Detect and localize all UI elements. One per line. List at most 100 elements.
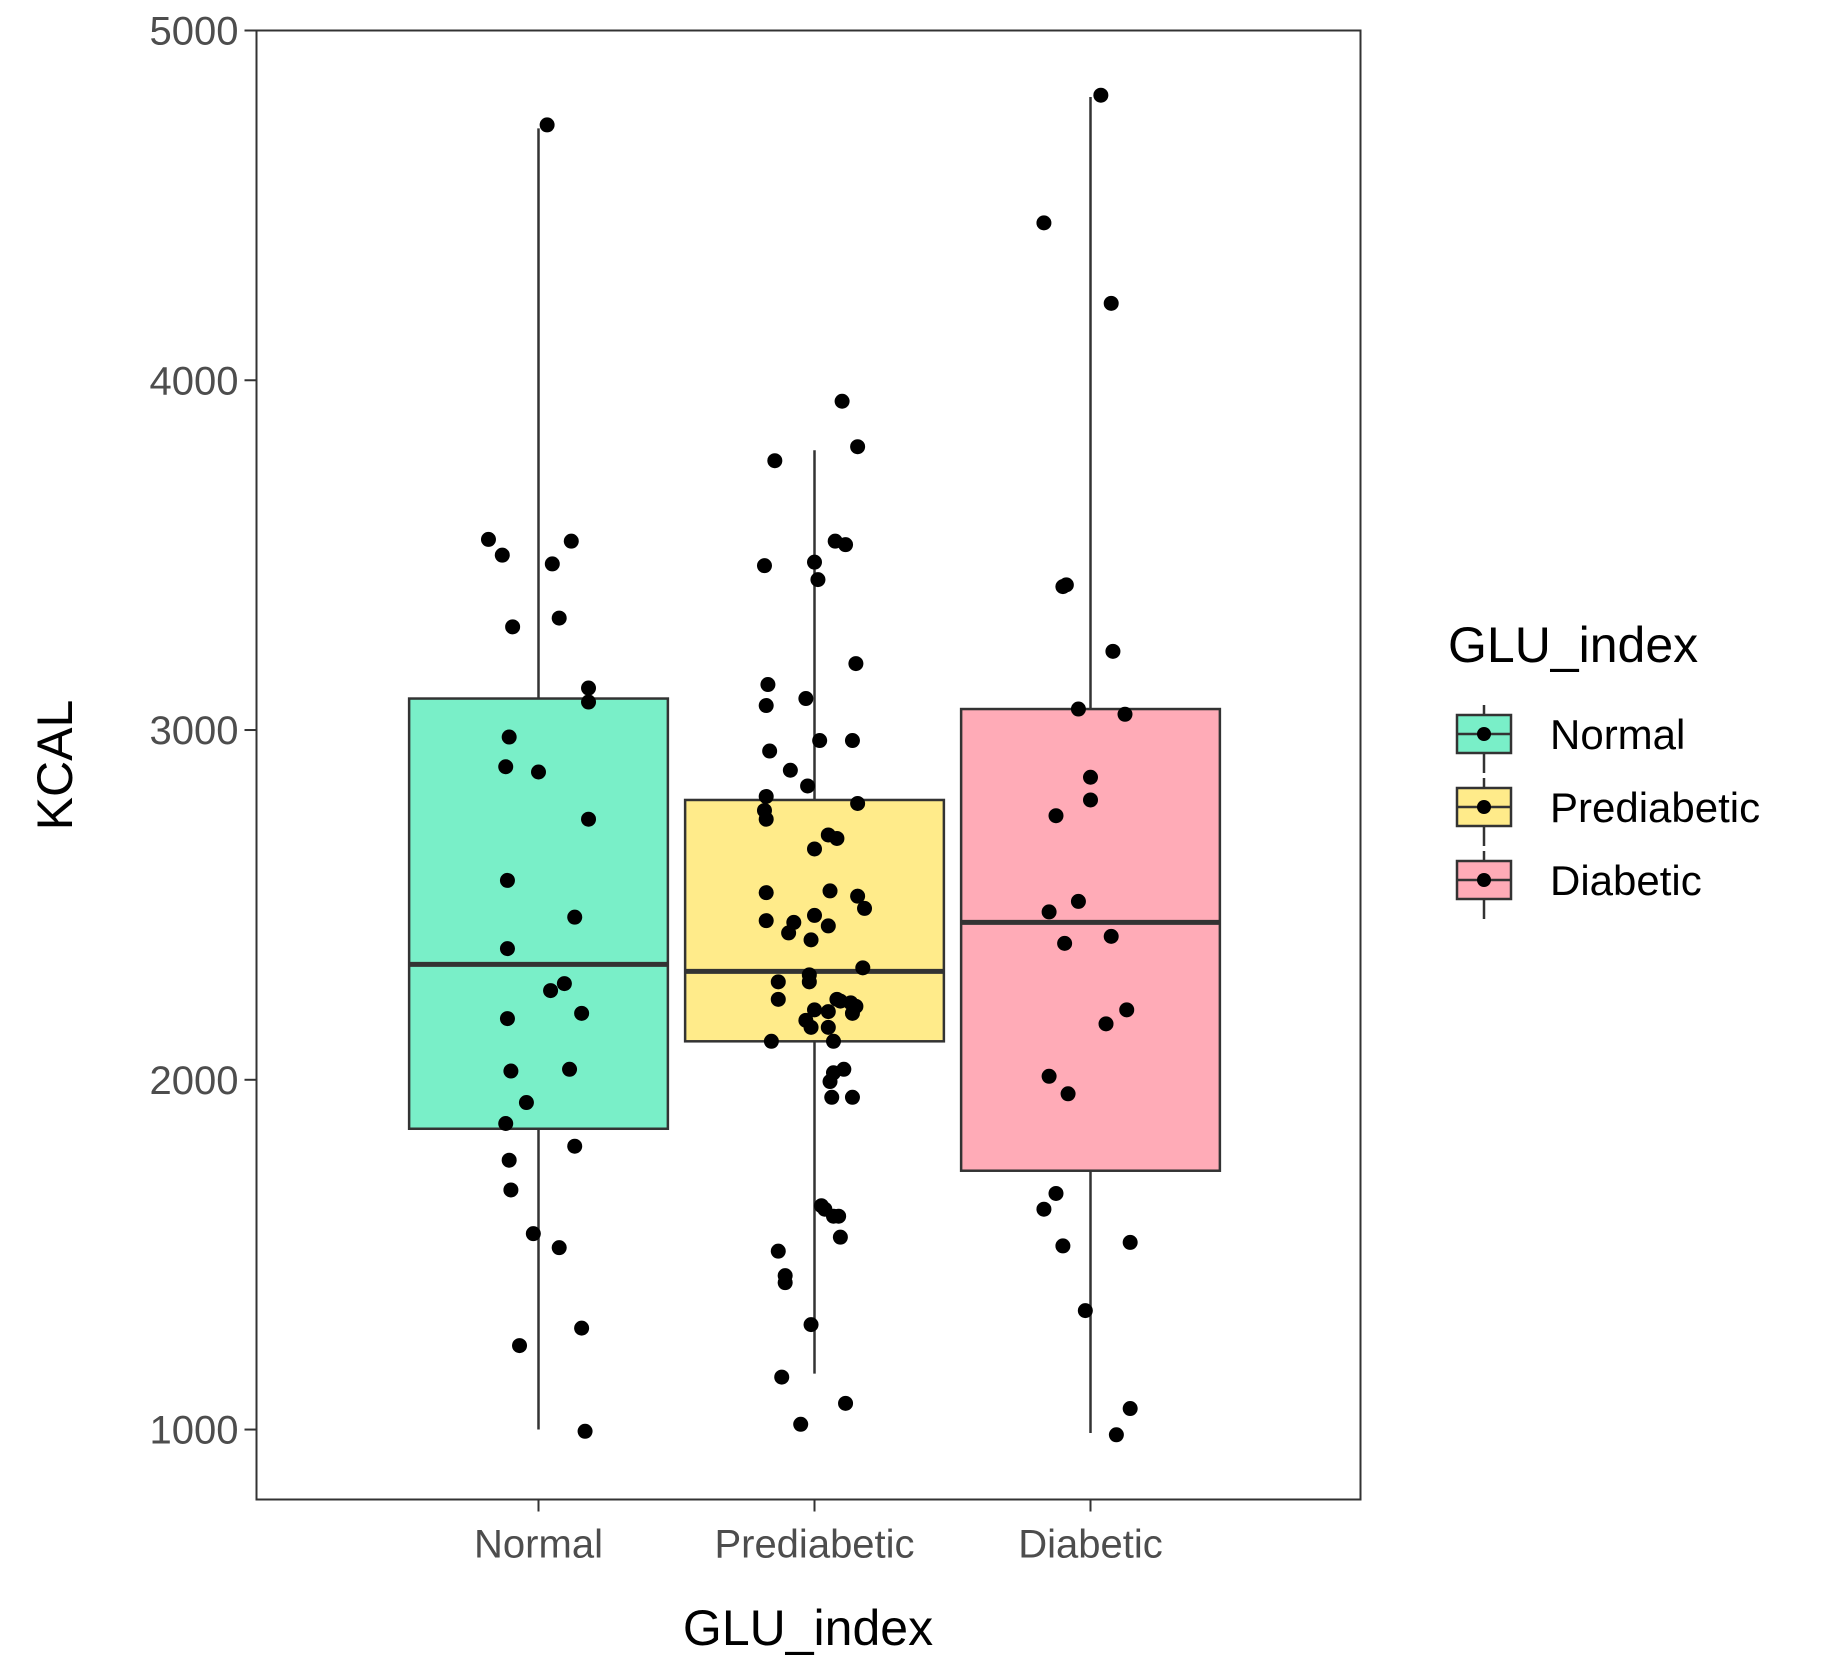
points-layer <box>480 87 1138 1443</box>
data-point <box>1103 295 1119 311</box>
data-point <box>844 1005 860 1021</box>
data-point <box>518 1095 534 1111</box>
data-point <box>505 619 521 635</box>
data-point <box>850 439 866 455</box>
data-point <box>801 974 817 990</box>
data-point <box>820 1019 836 1035</box>
data-point <box>832 1229 848 1245</box>
data-point <box>793 1416 809 1432</box>
data-point <box>501 1152 517 1168</box>
data-point <box>562 1061 578 1077</box>
data-point <box>480 531 496 547</box>
data-point <box>758 811 774 827</box>
data-point <box>577 1423 593 1439</box>
data-point <box>1036 1201 1052 1217</box>
data-point <box>567 909 583 925</box>
legend-key-point-diabetic <box>1477 873 1491 887</box>
data-point <box>807 1002 822 1018</box>
data-point <box>807 841 822 857</box>
x-tick-label: Prediabetic <box>714 1523 914 1567</box>
box-normal <box>407 697 670 1131</box>
data-point <box>850 888 866 904</box>
data-point <box>1060 1086 1076 1102</box>
data-point <box>1041 1068 1057 1084</box>
data-point <box>803 932 819 948</box>
data-point <box>770 974 786 990</box>
data-point <box>820 918 836 934</box>
data-point <box>1098 1016 1114 1032</box>
y-axis-title: KCAL <box>27 700 83 831</box>
data-point <box>838 537 854 553</box>
data-point <box>812 733 828 749</box>
data-point <box>1105 643 1121 659</box>
data-point <box>844 733 860 749</box>
y-axis: 1000 2000 3000 4000 5000 <box>150 10 257 1453</box>
data-point <box>781 925 797 941</box>
data-point <box>756 558 772 574</box>
data-point <box>834 393 850 409</box>
data-point <box>1070 701 1086 717</box>
data-point <box>1108 1427 1124 1443</box>
data-point <box>760 677 776 693</box>
data-point <box>539 117 555 133</box>
data-point <box>563 533 579 549</box>
data-point <box>1117 706 1133 722</box>
data-point <box>503 1063 519 1079</box>
data-point <box>767 453 783 469</box>
data-point <box>498 1116 514 1132</box>
data-point <box>551 1240 567 1256</box>
data-point <box>770 1243 786 1259</box>
data-point <box>551 610 567 626</box>
data-point <box>1119 1002 1135 1018</box>
x-axis: Normal Prediabetic Diabetic <box>474 1499 1163 1567</box>
x-tick-label: Diabetic <box>1018 1523 1163 1567</box>
y-tick-label: 3000 <box>150 709 239 753</box>
data-point <box>1122 1234 1138 1250</box>
data-point <box>501 729 517 745</box>
legend-title: GLU_index <box>1448 617 1698 673</box>
y-tick-label: 5000 <box>150 10 239 54</box>
data-point <box>857 900 873 916</box>
x-tick-label: Normal <box>474 1523 603 1567</box>
legend-label-normal: Normal <box>1550 711 1685 758</box>
data-point <box>543 983 559 999</box>
legend: GLU_index Normal Prediabetic Diabetic <box>1448 617 1760 919</box>
data-point <box>762 743 778 759</box>
data-point <box>1077 1303 1093 1319</box>
data-point <box>807 554 822 570</box>
data-point <box>1093 87 1109 103</box>
data-point <box>770 991 786 1007</box>
legend-key-point-prediabetic <box>1477 800 1491 814</box>
data-point <box>574 1320 590 1336</box>
data-point <box>581 811 597 827</box>
data-point <box>1083 769 1098 785</box>
data-point <box>758 788 774 804</box>
data-point <box>803 1019 819 1035</box>
data-point <box>494 547 510 563</box>
data-point <box>803 1317 819 1333</box>
data-point <box>1057 935 1073 951</box>
legend-key-point-normal <box>1477 727 1491 741</box>
data-point <box>574 1005 590 1021</box>
data-point <box>798 691 814 707</box>
y-tick-label: 2000 <box>150 1059 239 1103</box>
y-tick-label: 1000 <box>150 1409 239 1453</box>
y-tick-label: 4000 <box>150 359 239 403</box>
data-point <box>822 883 838 899</box>
data-point <box>1103 928 1119 944</box>
data-point <box>855 960 871 976</box>
data-point <box>1048 1185 1064 1201</box>
data-point <box>499 872 515 888</box>
data-point <box>838 1395 854 1411</box>
data-point <box>581 694 597 710</box>
data-point <box>1058 577 1074 593</box>
data-point <box>1122 1401 1138 1417</box>
data-point <box>498 759 514 775</box>
data-point <box>567 1138 583 1154</box>
data-point <box>844 1089 860 1105</box>
data-point <box>544 556 560 572</box>
data-point <box>763 1033 779 1049</box>
data-point <box>1048 808 1064 824</box>
x-axis-title: GLU_index <box>683 1600 933 1656</box>
